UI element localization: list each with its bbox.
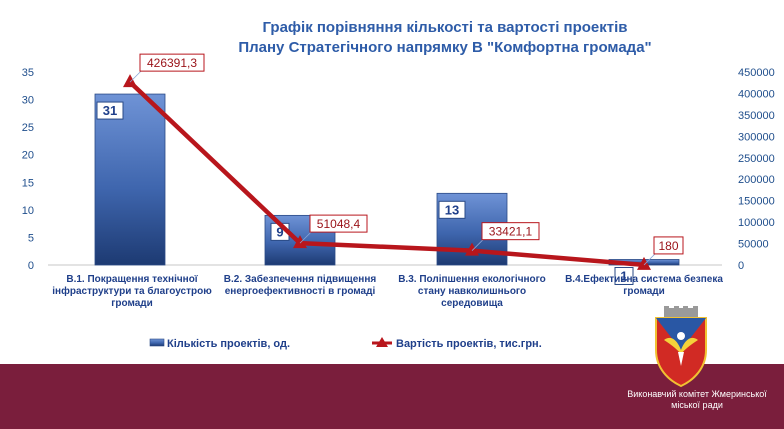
category-labels: В.1. Покращення технічноїінфраструктури … — [52, 273, 723, 309]
legend: Кількість проектів, од. Вартість проектів… — [149, 337, 542, 350]
left-tick-label-4: 20 — [22, 150, 34, 162]
line-path — [128, 80, 645, 268]
bar-series: 31 9 13 1 — [94, 93, 680, 285]
category-label-3-line-1: громади — [623, 286, 665, 297]
category-label-1-line-1: енергоефективності в громаді — [225, 285, 376, 297]
bar-label-3: 1 — [620, 268, 627, 283]
footer-band — [0, 364, 784, 429]
line-label-box-1 — [309, 214, 368, 233]
line-label-leader-1 — [299, 230, 313, 244]
left-tick-label-7: 35 — [22, 67, 34, 79]
category-label-0-line-0: В.1. Покращення технічної — [66, 274, 197, 285]
right-tick-label-6: 300000 — [738, 131, 775, 143]
category-label-3-line-0: В.4.Ефективна система безпека — [565, 273, 723, 285]
left-tick-label-6: 30 — [22, 95, 34, 107]
left-y-axis: 0 5 10 15 20 25 30 35 — [22, 67, 34, 272]
right-tick-label-7: 350000 — [738, 110, 775, 122]
line-series: 426391,3 51048,4 33421,1 180 — [123, 53, 684, 270]
category-label-1-line-0: В.2. Забезпечення підвищення — [224, 273, 377, 285]
category-label-0-line-1: інфраструктури та благоустрою — [52, 285, 212, 297]
line-label-3: 180 — [658, 239, 678, 253]
bar-label-box-0 — [96, 101, 124, 120]
right-tick-label-8: 400000 — [738, 88, 775, 100]
line-label-leader-2 — [471, 238, 485, 251]
legend-line-marker — [376, 337, 388, 347]
left-tick-label-1: 5 — [28, 232, 34, 244]
bar-label-box-2 — [438, 200, 466, 219]
line-point-0 — [123, 74, 137, 88]
line-label-1: 51048,4 — [317, 217, 361, 231]
chart-title-line-1: Графік порівняння кількості та вартості … — [262, 19, 627, 36]
line-label-box-2 — [481, 222, 540, 241]
chart-title-line-2: Плану Стратегічного напрямку В "Комфортн… — [238, 39, 651, 56]
left-tick-label-5: 25 — [22, 122, 34, 134]
category-label-2-line-1: стану навколишнього — [418, 286, 526, 297]
right-tick-label-4: 200000 — [738, 174, 775, 186]
line-label-2: 33421,1 — [489, 225, 533, 239]
legend-bar-label: Кількість проектів, од. — [167, 338, 290, 350]
line-point-1 — [293, 235, 307, 249]
right-tick-label-5: 250000 — [738, 153, 775, 165]
line-label-leader-0 — [129, 69, 143, 83]
line-label-box-0 — [139, 53, 205, 72]
legend-bar-swatch — [149, 338, 165, 347]
bar-label-2: 13 — [445, 202, 459, 217]
category-label-2-line-2: середовища — [441, 298, 503, 309]
category-label-2-line-0: В.3. Поліпшення екологічного — [398, 274, 546, 285]
bar-label-0: 31 — [103, 103, 117, 118]
right-tick-label-1: 50000 — [738, 239, 769, 251]
city-emblem-icon — [655, 306, 707, 388]
line-point-3 — [637, 256, 651, 270]
bar-label-box-3 — [614, 266, 634, 285]
footer-org-line-1: Виконавчий комітет Жмеринської — [627, 389, 767, 399]
line-label-leader-3 — [643, 252, 657, 266]
left-tick-label-0: 0 — [28, 260, 34, 272]
category-label-0-line-2: громади — [111, 298, 153, 309]
bar-label-1: 9 — [276, 224, 283, 239]
left-tick-label-3: 15 — [22, 177, 34, 189]
line-label-box-3 — [653, 236, 684, 255]
right-tick-label-2: 100000 — [738, 217, 775, 229]
right-tick-label-9: 450000 — [738, 67, 775, 79]
right-y-axis: 0 50000 100000 150000 200000 250000 300000 3500… — [738, 67, 775, 272]
left-tick-label-2: 10 — [22, 205, 34, 217]
footer-org-name: Виконавчий комітет Жмеринської міської р… — [612, 389, 782, 411]
chart-title: Графік порівняння кількості та вартості … — [238, 19, 651, 56]
footer-org-line-2: міської ради — [671, 400, 723, 410]
bar-0 — [94, 93, 166, 266]
legend-line-label: Вартість проектів, тис.грн. — [396, 338, 542, 350]
right-tick-label-3: 150000 — [738, 196, 775, 208]
right-tick-label-0: 0 — [738, 260, 744, 272]
line-point-2 — [465, 242, 479, 256]
line-label-0: 426391,3 — [147, 56, 197, 70]
